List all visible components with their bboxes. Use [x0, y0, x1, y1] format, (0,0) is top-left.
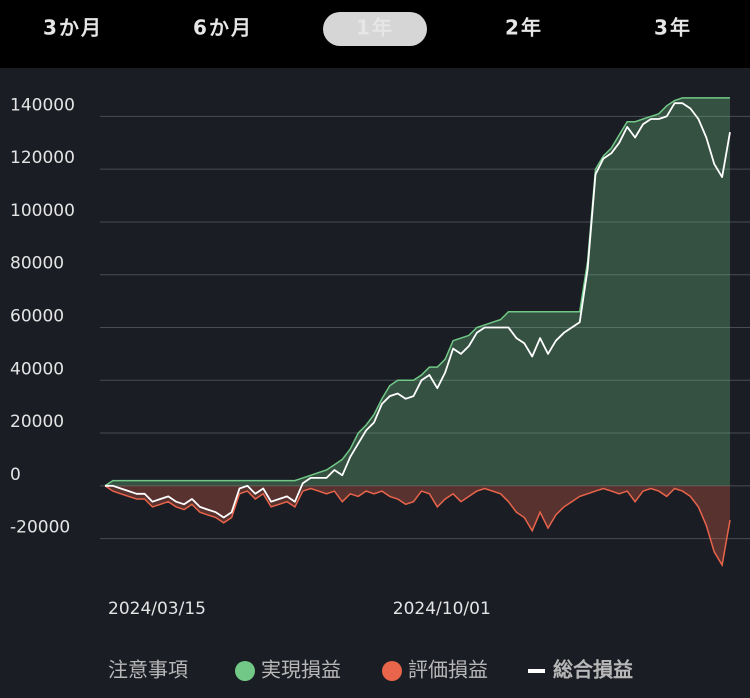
legend-swatch: [382, 661, 402, 681]
y-tick-label: 140000: [10, 95, 75, 115]
tab[interactable]: 2年: [505, 16, 543, 40]
y-tick-label: 60000: [10, 307, 64, 327]
area-fill: [105, 485, 730, 565]
y-tick-label: -20000: [10, 518, 70, 538]
legend-label: 総合損益: [553, 658, 633, 682]
y-tick-label: 0: [10, 465, 21, 485]
legend-swatch: [235, 661, 255, 681]
x-tick-label: 2024/10/01: [393, 599, 491, 619]
tab[interactable]: 3か月: [43, 16, 103, 40]
tab[interactable]: 6か月: [193, 16, 253, 40]
grid: [100, 115, 750, 540]
tab[interactable]: 3年: [654, 16, 692, 40]
chart-panel: [0, 68, 750, 698]
area-line: [104, 485, 731, 568]
tab-selected-pill: [323, 12, 427, 46]
total-line: [105, 102, 731, 519]
y-tick-label: 100000: [10, 201, 75, 221]
y-tick-label: 20000: [10, 412, 64, 432]
plot: [104, 97, 731, 568]
y-tick-label: 40000: [10, 359, 64, 379]
y-tick-label: 80000: [10, 254, 64, 274]
y-tick-label: 120000: [10, 148, 75, 168]
legend: 注意事項 実現損益 評価損益 総合損益: [108, 658, 633, 682]
legend-label: 実現損益: [261, 658, 341, 682]
notice-link[interactable]: 注意事項: [108, 658, 188, 682]
area-line: [104, 97, 730, 487]
x-tick-label: 2024/03/15: [108, 599, 206, 619]
axis: -20000 0 20000 40000 60000 80000 100000 120000 1…: [10, 95, 491, 619]
tab[interactable]: 1年: [356, 16, 394, 40]
tabs: 3か月 6か月 1年 2年 3年: [43, 12, 692, 46]
area-fill: [105, 97, 730, 486]
legend-label: 評価損益: [408, 658, 488, 682]
